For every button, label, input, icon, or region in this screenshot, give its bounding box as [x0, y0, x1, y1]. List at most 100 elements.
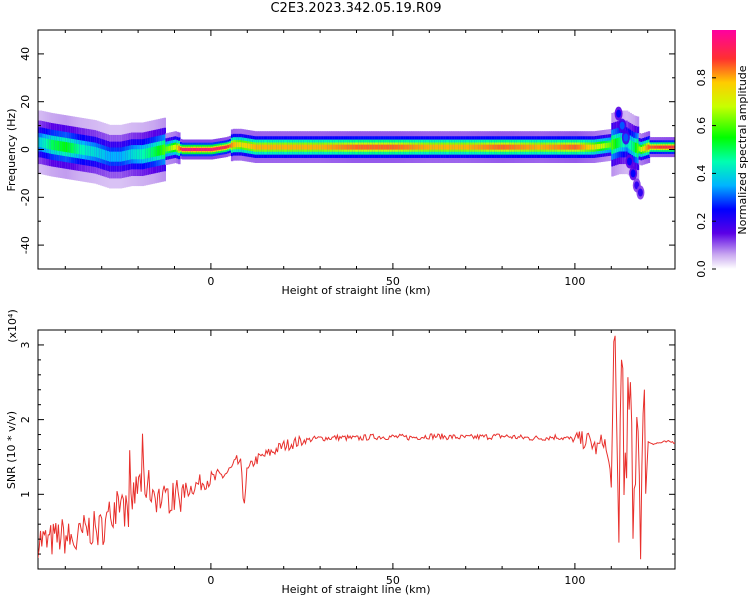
spectrogram-cell: [443, 144, 447, 150]
spectrogram-cell: [190, 147, 194, 152]
snr-multiplier: (x10⁴): [6, 309, 19, 343]
spectrogram-cell: [420, 144, 423, 150]
spectrogram-cell: [491, 144, 494, 150]
colorbar-tick-label: 0.2: [695, 212, 708, 230]
snr-ytick-label: 3: [19, 341, 32, 348]
spectrogram-cell: [43, 138, 46, 149]
spectrogram-cell: [533, 144, 536, 150]
spectrogram-cell: [63, 141, 66, 152]
spectrogram-ytick-label: 40: [19, 47, 32, 61]
spectrogram-cell: [216, 147, 219, 151]
spectrogram-cell: [130, 149, 134, 160]
colorbar-ticks: 0.0 0.2 0.4 0.6 0.8: [695, 69, 716, 278]
spectrogram-cell: [478, 144, 481, 150]
spectrogram-cell: [287, 144, 290, 150]
spectrogram-cell: [598, 143, 601, 149]
spectrogram-cell: [79, 144, 83, 155]
spectrogram-cell: [445, 144, 449, 150]
spectrogram-cell: [645, 145, 649, 151]
spectrogram-cell: [613, 139, 616, 150]
spectrogram-cell: [356, 144, 359, 150]
colorbar-tick-label: 0.4: [695, 165, 708, 183]
spectrogram-cell: [629, 139, 632, 150]
spectrogram-cell: [498, 144, 501, 150]
spectrogram-cell: [147, 148, 150, 159]
spectrogram-cell: [542, 144, 545, 150]
spectrogram-cell: [371, 144, 374, 150]
spectrogram-cell: [398, 144, 401, 150]
spectrogram-cell: [553, 144, 556, 150]
spectrogram-cell: [349, 144, 352, 150]
spectrogram-cell: [267, 144, 270, 150]
spectrogram-cell: [303, 144, 307, 150]
spectrogram-cell: [201, 147, 205, 152]
spectrogram-cell: [309, 144, 312, 150]
spectrogram-cell: [556, 144, 560, 150]
spectrogram-feature: [627, 157, 632, 166]
spectrogram-cell: [458, 144, 461, 150]
spectrogram-cell: [68, 142, 72, 153]
spectrogram-cell: [569, 144, 572, 150]
spectrogram-cell: [418, 144, 421, 150]
spectrogram-cell: [502, 144, 505, 150]
spectrogram-cell: [225, 145, 228, 149]
spectrogram-cell: [281, 144, 285, 150]
spectrogram-cell: [416, 144, 419, 150]
spectrogram-cell: [238, 142, 241, 148]
spectrogram-cell: [551, 144, 554, 150]
spectrogram-cell: [203, 147, 207, 152]
spectrogram-cell: [347, 144, 350, 150]
spectrogram-cell: [241, 142, 245, 148]
spectrogram-heatmap: [38, 106, 675, 200]
spectrogram-cell: [245, 143, 248, 149]
spectrogram-cell: [274, 144, 278, 150]
spectrogram-cell: [563, 144, 567, 150]
spectrogram-cell: [278, 144, 281, 150]
spectrogram-cell: [360, 144, 363, 150]
spectrogram-feature: [637, 188, 643, 197]
spectrogram-cell: [363, 144, 367, 150]
spectrogram-cell: [329, 144, 332, 150]
spectrogram-cell: [525, 144, 529, 150]
spectrogram-cell: [507, 144, 510, 150]
spectrogram-cell: [105, 150, 108, 161]
spectrogram-cell: [258, 144, 261, 150]
spectrogram-cell: [149, 147, 152, 158]
spectrogram-cell: [56, 140, 59, 151]
spectrogram-cell: [256, 144, 259, 150]
spectrogram-cell: [143, 148, 146, 159]
spectrogram-cell: [99, 148, 103, 159]
spectrogram-cell: [462, 144, 465, 150]
spectrogram-cell: [644, 145, 647, 151]
spectrogram-cell: [312, 144, 316, 150]
spectrogram-cell: [633, 142, 636, 153]
spectrogram-cell: [442, 144, 445, 150]
spectrogram-cell: [296, 144, 299, 150]
spectrogram-cell: [605, 142, 609, 148]
spectrogram-cell: [649, 145, 652, 149]
colorbar-gradient: [712, 30, 736, 269]
snr-ticks: 0 50 100 1 2 3: [19, 330, 675, 587]
spectrogram-cell: [374, 144, 378, 150]
spectrogram-cell: [616, 137, 620, 148]
spectrogram-cell: [263, 144, 267, 150]
spectrogram-cell: [496, 144, 500, 150]
spectrogram-cell: [220, 146, 223, 150]
spectrogram-cell: [494, 144, 498, 150]
spectrogram-cell: [604, 143, 607, 149]
chart-title: C2E3.2023.342.05.19.R09: [270, 1, 442, 16]
spectrogram-cell: [294, 144, 298, 150]
spectrogram-cell: [119, 151, 123, 162]
spectrogram-cell: [587, 144, 591, 150]
spectrogram-cell: [280, 144, 283, 150]
spectrogram-cell: [221, 146, 225, 150]
spectrogram-cell: [585, 144, 589, 150]
spectrogram-cell: [431, 144, 434, 150]
spectrogram-cell: [427, 144, 430, 150]
spectrogram-cell: [529, 144, 532, 150]
spectrogram-cell: [70, 142, 74, 154]
spectrogram-cell: [172, 144, 176, 151]
spectrogram-cell: [323, 144, 327, 150]
spectrogram-cell: [407, 144, 410, 150]
